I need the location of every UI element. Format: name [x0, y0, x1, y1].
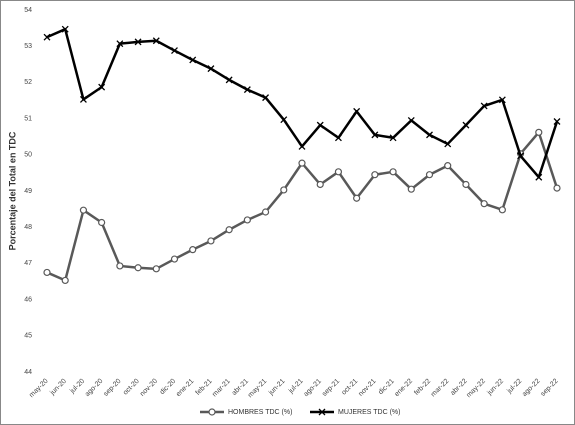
point — [43, 33, 51, 41]
point — [262, 94, 270, 102]
point — [298, 159, 306, 167]
point — [517, 152, 525, 160]
point — [462, 121, 470, 129]
y-tick-label: 44 — [24, 369, 32, 376]
point — [389, 168, 397, 176]
point — [134, 38, 142, 46]
point — [207, 237, 215, 245]
point — [98, 83, 106, 91]
y-tick-label: 47 — [24, 260, 32, 267]
point — [371, 131, 379, 139]
point — [152, 37, 160, 45]
point — [389, 134, 397, 142]
point — [407, 116, 415, 124]
y-tick-label: 48 — [24, 224, 32, 231]
point — [298, 143, 306, 150]
point — [225, 76, 233, 84]
point — [553, 184, 561, 192]
point — [79, 95, 87, 103]
point — [353, 194, 361, 202]
y-axis-title: Porcentaje del Total en TDC — [7, 131, 17, 250]
point — [280, 186, 288, 194]
y-tick-label: 51 — [24, 115, 32, 122]
point — [407, 185, 415, 193]
point — [480, 200, 488, 208]
point — [444, 140, 452, 148]
point — [371, 171, 379, 179]
point — [425, 171, 434, 179]
point — [189, 246, 197, 254]
point — [170, 255, 179, 263]
y-tick-label: 52 — [24, 79, 32, 86]
point — [498, 96, 506, 104]
point — [189, 56, 197, 64]
point — [353, 107, 361, 115]
y-tick-label: 46 — [24, 296, 32, 303]
point — [316, 121, 324, 129]
y-tick-label: 45 — [24, 333, 32, 340]
point — [171, 47, 178, 55]
y-tick-label: 49 — [24, 188, 32, 195]
legend-label: HOMBRES TDC (%) — [228, 409, 292, 416]
point — [280, 116, 288, 124]
point — [225, 226, 233, 234]
y-tick-label: 50 — [24, 152, 32, 159]
point — [207, 65, 215, 73]
point — [553, 118, 561, 125]
legend-marker — [318, 408, 326, 416]
point — [535, 128, 543, 136]
point — [134, 264, 142, 272]
point — [243, 216, 251, 224]
y-tick-label: 54 — [24, 7, 32, 14]
legend-label: MUJERES TDC (%) — [338, 409, 400, 416]
point — [243, 86, 251, 94]
point — [462, 180, 470, 189]
point — [426, 131, 433, 139]
point — [61, 276, 69, 285]
point — [480, 102, 488, 110]
point — [98, 218, 106, 227]
y-tick-label: 53 — [24, 43, 32, 50]
point — [498, 206, 506, 214]
point — [316, 180, 324, 189]
point — [43, 268, 51, 277]
point — [152, 265, 160, 273]
point — [79, 206, 88, 214]
point — [261, 208, 270, 216]
point — [116, 262, 124, 270]
point — [334, 168, 343, 176]
legend-marker — [208, 408, 216, 416]
point — [535, 173, 543, 181]
point — [116, 40, 124, 48]
point — [444, 162, 452, 170]
point — [61, 25, 69, 33]
point — [334, 134, 342, 142]
